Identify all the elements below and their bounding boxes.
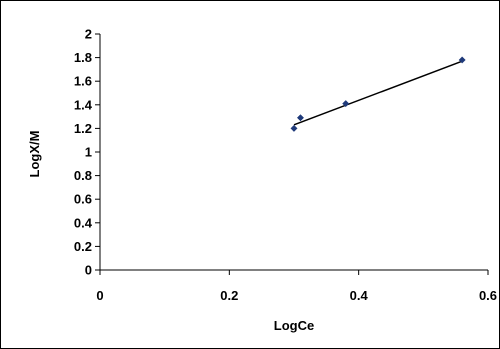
data-point	[342, 100, 350, 108]
x-tick-label: 0	[96, 288, 103, 303]
trendline	[293, 60, 463, 126]
y-tick-label: 1	[85, 145, 92, 160]
y-axis: 0 0.2 0.4 0.6 0.8 1 1.2 1.4 1.6 1.8 2	[74, 27, 101, 278]
x-tick-label: 0.6	[479, 288, 497, 303]
y-tick-label: 0.4	[74, 215, 93, 230]
y-tick-label: 0	[85, 263, 92, 278]
y-tick-label: 1.4	[74, 97, 93, 112]
y-tick-label: 1.2	[74, 121, 92, 136]
y-tick-label: 0.6	[74, 192, 92, 207]
data-series	[290, 56, 466, 132]
x-axis-title: LogCe	[274, 318, 314, 333]
data-point	[296, 114, 305, 122]
y-tick-label: 0.2	[74, 239, 92, 254]
x-tick-label: 0.2	[220, 288, 238, 303]
data-point	[290, 124, 298, 132]
x-tick-label: 0.4	[350, 288, 369, 303]
y-tick-label: 0.8	[74, 168, 92, 183]
y-tick-label: 1.6	[74, 74, 92, 89]
y-axis-title: LogX/M	[27, 131, 42, 178]
y-tick-label: 2	[85, 27, 92, 42]
x-axis: 0 0.2 0.4 0.6	[96, 269, 497, 303]
y-tick-label: 1.8	[74, 50, 92, 65]
data-point	[458, 56, 466, 64]
